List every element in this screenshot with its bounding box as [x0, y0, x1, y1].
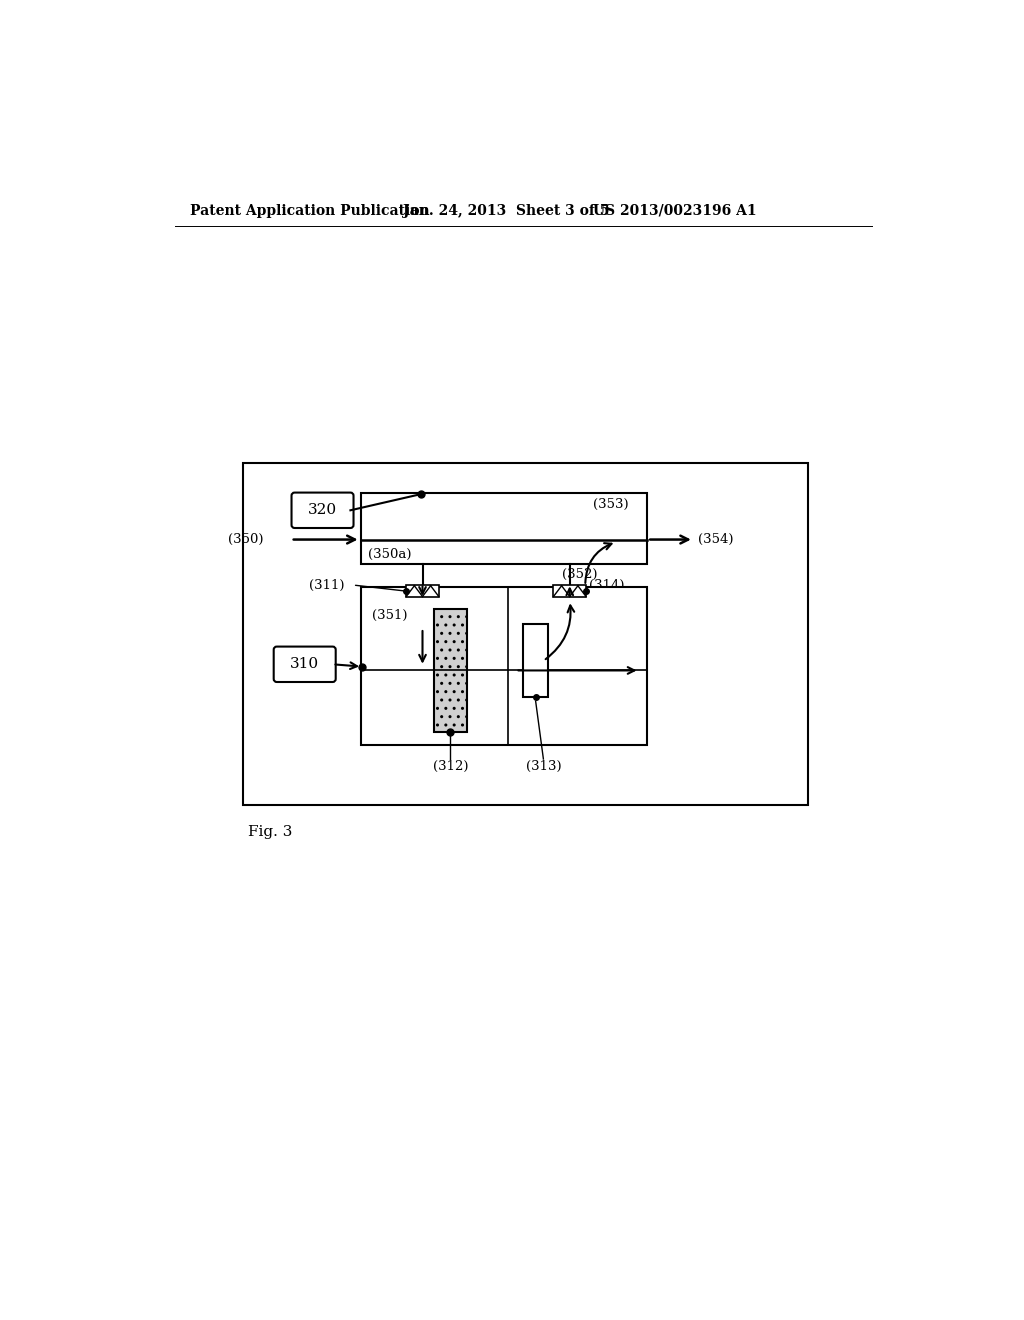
Text: (354): (354)	[697, 533, 733, 546]
Bar	[554, 585, 586, 598]
FancyArrowPatch shape	[586, 543, 611, 583]
FancyArrowPatch shape	[546, 606, 574, 659]
Text: (353): (353)	[593, 499, 629, 511]
Text: (352): (352)	[562, 568, 597, 581]
Bar	[523, 624, 548, 697]
Text: Patent Application Publication: Patent Application Publication	[190, 203, 430, 218]
Bar	[360, 494, 647, 564]
Text: (350a): (350a)	[369, 548, 412, 561]
Text: (314): (314)	[589, 578, 625, 591]
Bar	[360, 587, 647, 744]
Text: Fig. 3: Fig. 3	[248, 825, 293, 840]
Text: (311): (311)	[309, 578, 345, 591]
Bar	[407, 585, 438, 598]
Bar	[434, 609, 467, 733]
Text: US 2013/0023196 A1: US 2013/0023196 A1	[593, 203, 757, 218]
Text: Jan. 24, 2013  Sheet 3 of 5: Jan. 24, 2013 Sheet 3 of 5	[403, 203, 609, 218]
Text: (313): (313)	[525, 760, 561, 774]
Bar	[243, 462, 809, 805]
Text: 320: 320	[308, 503, 337, 517]
Text: (351): (351)	[372, 609, 408, 622]
Text: 310: 310	[290, 657, 319, 672]
Text: (312): (312)	[433, 760, 468, 774]
FancyBboxPatch shape	[273, 647, 336, 682]
FancyBboxPatch shape	[292, 492, 353, 528]
Text: (350): (350)	[228, 533, 263, 546]
